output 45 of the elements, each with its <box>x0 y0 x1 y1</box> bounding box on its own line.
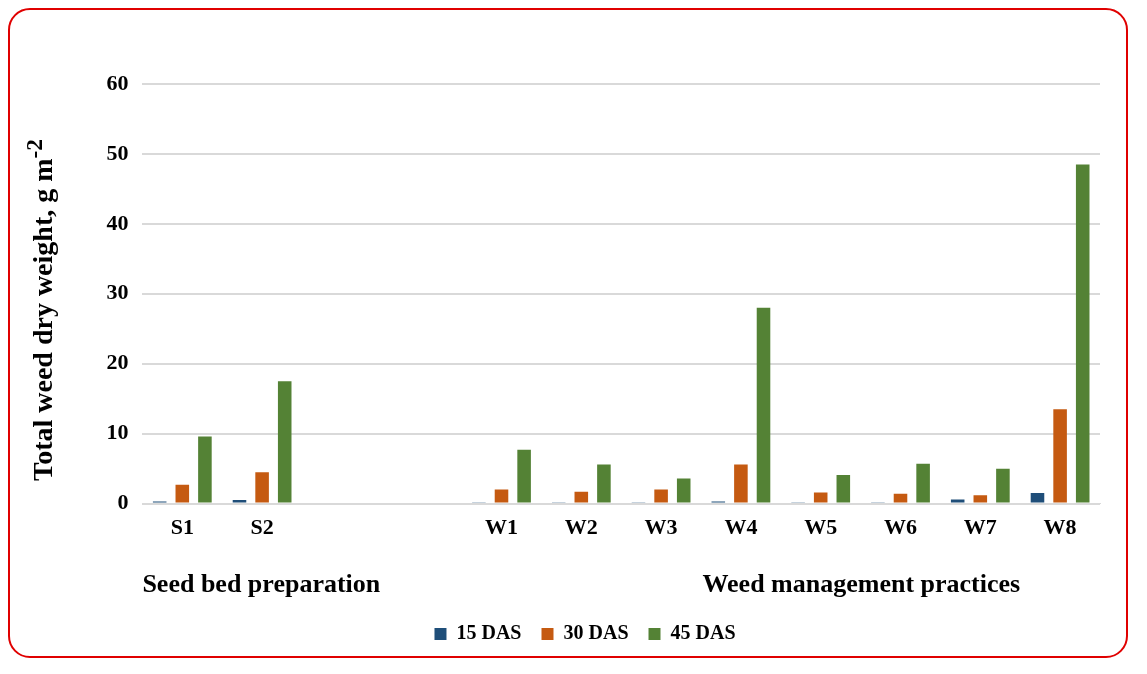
text: Seed bed preparation <box>142 569 381 599</box>
legend-label: 45 DAS <box>670 621 736 644</box>
legend-label: 30 DAS <box>563 621 629 644</box>
bar <box>494 489 509 503</box>
x-tick-label: W2 <box>564 514 598 540</box>
bar <box>950 499 965 503</box>
bar <box>734 464 748 503</box>
bar <box>1075 164 1090 503</box>
bar <box>973 495 988 503</box>
y-tick-label: 30 <box>106 279 129 305</box>
bar <box>836 474 851 503</box>
bar <box>893 493 908 503</box>
bar <box>996 468 1010 503</box>
bar <box>654 489 668 503</box>
x-tick-label: W6 <box>884 514 917 540</box>
bar <box>756 307 771 503</box>
y-tick-label: 40 <box>106 209 129 235</box>
bar <box>198 436 212 503</box>
y-tick-label: 10 <box>106 419 129 445</box>
bar <box>517 449 531 503</box>
x-tick-label: W8 <box>1043 514 1077 540</box>
bar <box>277 381 292 503</box>
legend-label: 15 DAS <box>456 621 522 644</box>
y-tick-label: 0 <box>117 489 129 515</box>
x-tick-label: W3 <box>644 514 678 540</box>
text: Weed management practices <box>702 569 1021 599</box>
bar <box>232 500 247 503</box>
bar <box>676 478 691 503</box>
x-tick-label: W7 <box>963 514 997 540</box>
x-tick-label: W5 <box>804 514 838 540</box>
y-tick-label: 50 <box>106 139 129 165</box>
bar <box>597 464 611 503</box>
bar <box>916 463 930 503</box>
bar <box>1030 493 1045 503</box>
bar <box>1053 409 1067 503</box>
bar <box>813 492 828 503</box>
x-tick-label: S2 <box>250 514 274 540</box>
x-tick-label: W1 <box>485 514 518 540</box>
bar <box>255 472 269 503</box>
bar <box>574 491 589 503</box>
y-tick-label: 20 <box>106 349 129 375</box>
bar <box>175 484 190 503</box>
x-tick-label: S1 <box>170 514 194 540</box>
y-tick-label: 60 <box>106 69 129 95</box>
x-tick-label: W4 <box>724 514 758 540</box>
